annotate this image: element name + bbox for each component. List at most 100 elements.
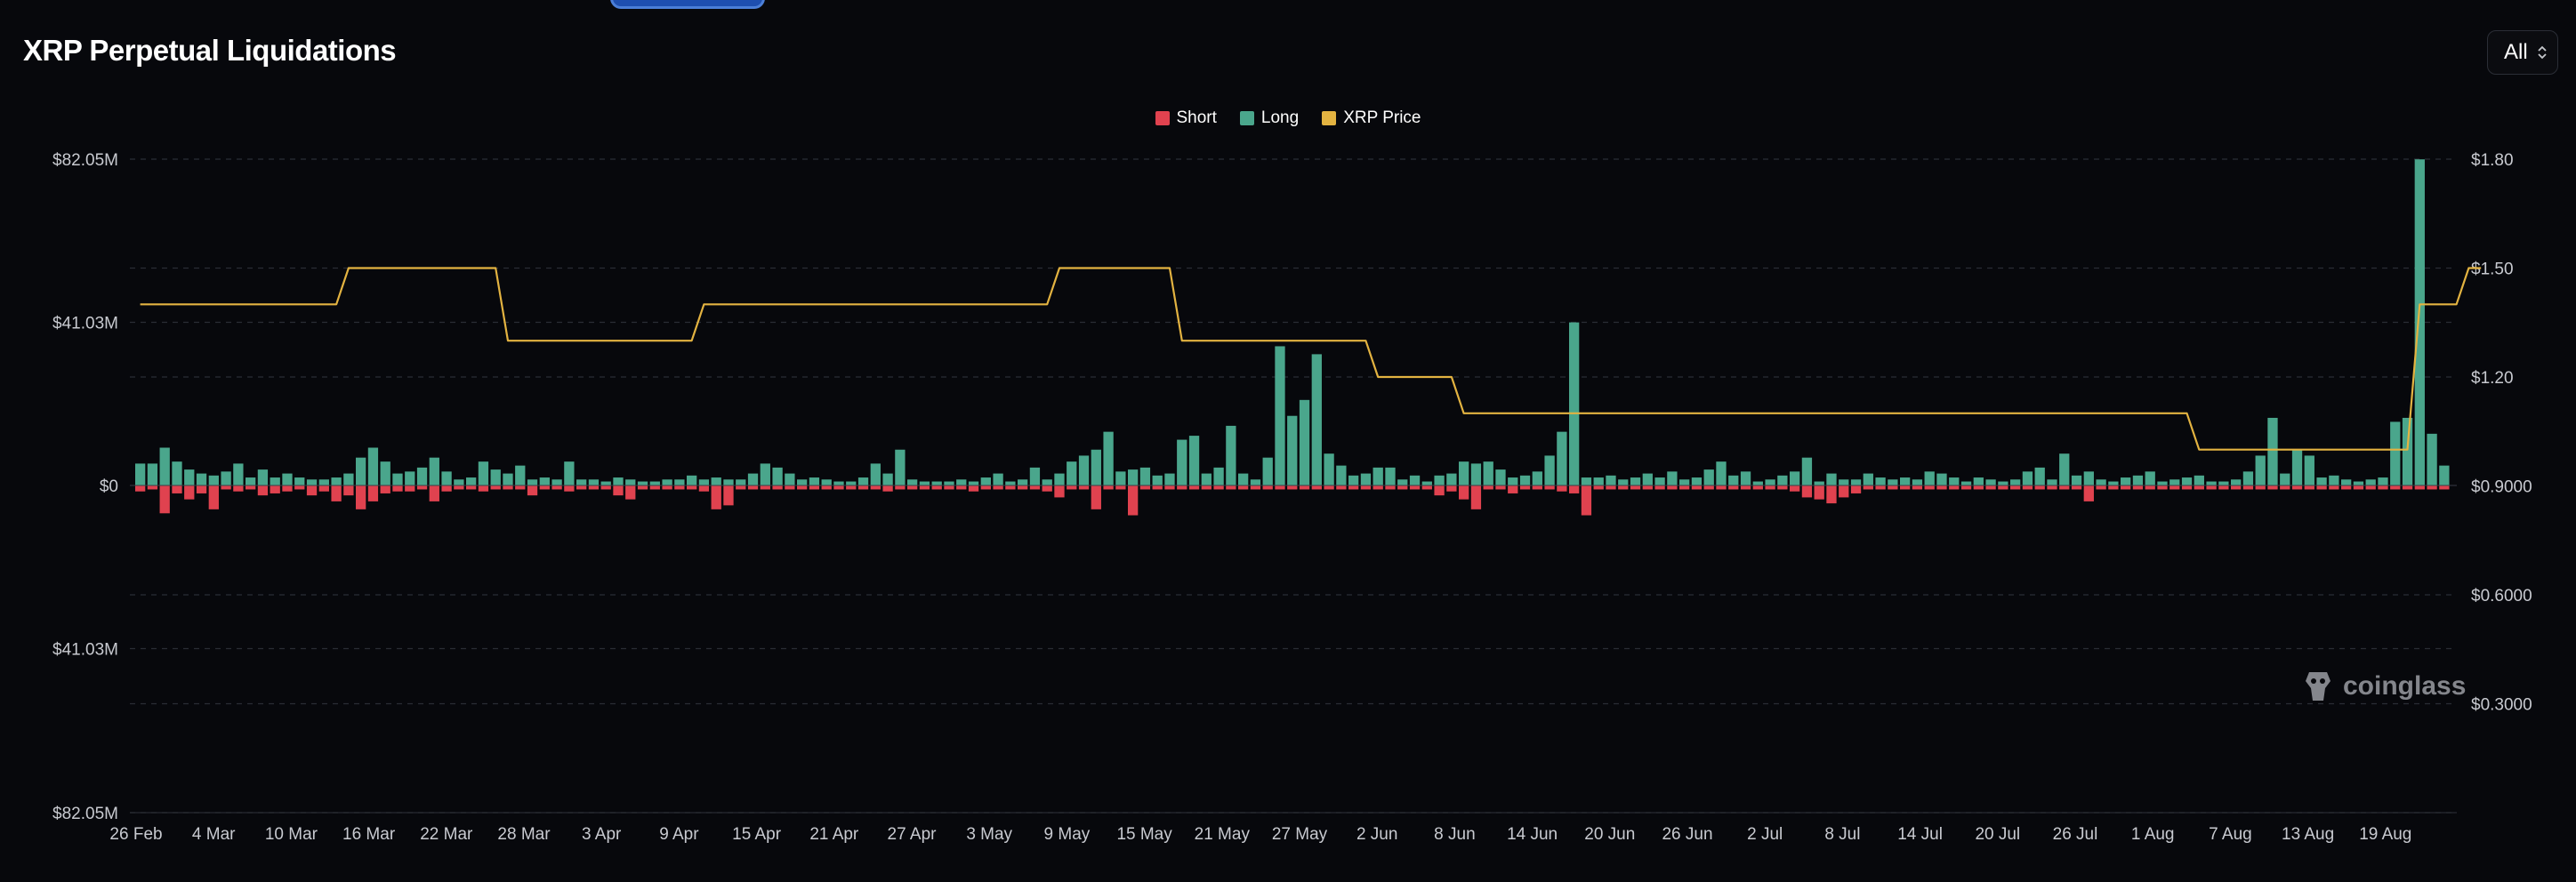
bar-long: [833, 481, 844, 485]
bar-short: [2169, 485, 2180, 490]
bar-short: [723, 485, 734, 506]
bar-short: [282, 485, 293, 492]
bar-short: [147, 485, 158, 490]
bar-short: [1348, 485, 1359, 490]
bar-long: [2267, 417, 2278, 485]
bar-long: [919, 481, 930, 485]
bar-short: [1250, 485, 1261, 490]
bar-short: [846, 485, 857, 490]
bar-short: [993, 485, 1003, 490]
bar-short: [380, 485, 390, 493]
bar-short: [1201, 485, 1212, 490]
bar-short: [637, 485, 648, 490]
bar-short: [539, 485, 550, 490]
bar-short: [1275, 485, 1285, 490]
bar-short: [429, 485, 439, 501]
bar-long: [1508, 477, 1518, 485]
bar-short: [1226, 485, 1236, 490]
bar-short: [343, 485, 354, 496]
chevron-updown-icon: [2537, 44, 2548, 60]
x-tick-label: 27 May: [1272, 825, 1328, 844]
bar-long: [980, 477, 991, 485]
bar-long: [809, 477, 820, 485]
bar-short: [2022, 485, 2033, 490]
bar-long: [625, 479, 636, 485]
bar-long: [956, 479, 967, 485]
bar-short: [711, 485, 721, 509]
bar-long: [343, 473, 354, 485]
bar-short: [968, 485, 979, 492]
bar-short: [944, 485, 954, 490]
bar-short: [2157, 485, 2168, 490]
x-tick-label: 2 Jun: [1356, 825, 1397, 844]
x-tick-label: 9 May: [1044, 825, 1091, 844]
bar-short: [2047, 485, 2057, 490]
bar-short: [2231, 485, 2242, 490]
bar-long: [1397, 479, 1408, 485]
x-tick-label: 28 Mar: [497, 825, 551, 844]
bar-long: [1863, 473, 1873, 485]
bar-long: [1091, 449, 1101, 485]
bar-short: [1018, 485, 1028, 490]
bar-long: [1593, 477, 1604, 485]
x-tick-label: 20 Jul: [1975, 825, 2020, 844]
bar-short: [1287, 485, 1298, 490]
bar-long: [1752, 481, 1763, 485]
bar-short: [2316, 485, 2327, 490]
bar-short: [2059, 485, 2070, 490]
bar-short: [2414, 485, 2425, 490]
bar-long: [2280, 473, 2290, 485]
bar-short: [1495, 485, 1506, 490]
bar-long: [1042, 479, 1052, 485]
y-left-tick: $41.03M: [52, 641, 118, 660]
bar-long: [772, 467, 783, 485]
bar-short: [1459, 485, 1469, 500]
bar-long: [1238, 473, 1249, 485]
bar-long: [649, 481, 660, 485]
bar-long: [564, 461, 575, 485]
bar-short: [1593, 485, 1604, 490]
x-tick-label: 8 Jun: [1434, 825, 1475, 844]
bar-short: [760, 485, 770, 490]
x-tick-label: 8 Jul: [1824, 825, 1860, 844]
bar-long: [2206, 481, 2217, 485]
bar-long: [1459, 461, 1469, 485]
legend-item-price[interactable]: XRP Price: [1322, 108, 1421, 128]
x-tick-label: 26 Jun: [1662, 825, 1712, 844]
bar-long: [1226, 425, 1236, 485]
bar-short: [270, 485, 280, 493]
bar-short: [2218, 485, 2229, 490]
bar-short: [1067, 485, 1077, 490]
bar-long: [1716, 461, 1727, 485]
bar-long: [736, 479, 746, 485]
x-tick-label: 14 Jul: [1897, 825, 1943, 844]
x-tick-label: 9 Apr: [659, 825, 699, 844]
legend-item-short[interactable]: Short: [1155, 108, 1217, 128]
bar-long: [711, 477, 721, 485]
bar-long: [662, 479, 672, 485]
y-right-tick: $0.6000: [2471, 587, 2532, 605]
y-right-tick: $1.20: [2471, 369, 2514, 388]
x-tick-label: 2 Jul: [1747, 825, 1783, 844]
bar-long: [490, 469, 501, 485]
bar-long: [1519, 475, 1531, 485]
bar-long: [2145, 471, 2155, 485]
bar-long: [2402, 417, 2413, 485]
bar-long: [527, 479, 538, 485]
bar-long: [1434, 475, 1445, 485]
y-right-tick: $1.50: [2471, 261, 2514, 279]
x-tick-label: 4 Mar: [192, 825, 236, 844]
bar-short: [2121, 485, 2131, 490]
bar-short: [1679, 485, 1690, 490]
bar-short: [809, 485, 820, 490]
range-select[interactable]: All: [2487, 30, 2558, 75]
legend-item-long[interactable]: Long: [1239, 108, 1299, 128]
bar-long: [846, 481, 857, 485]
bar-long: [1483, 461, 1493, 485]
bar-short: [503, 485, 513, 490]
bar-long: [454, 479, 464, 485]
bar-long: [1299, 399, 1310, 485]
bar-short: [416, 485, 428, 490]
bar-short: [1373, 485, 1383, 490]
bar-short: [1544, 485, 1555, 490]
